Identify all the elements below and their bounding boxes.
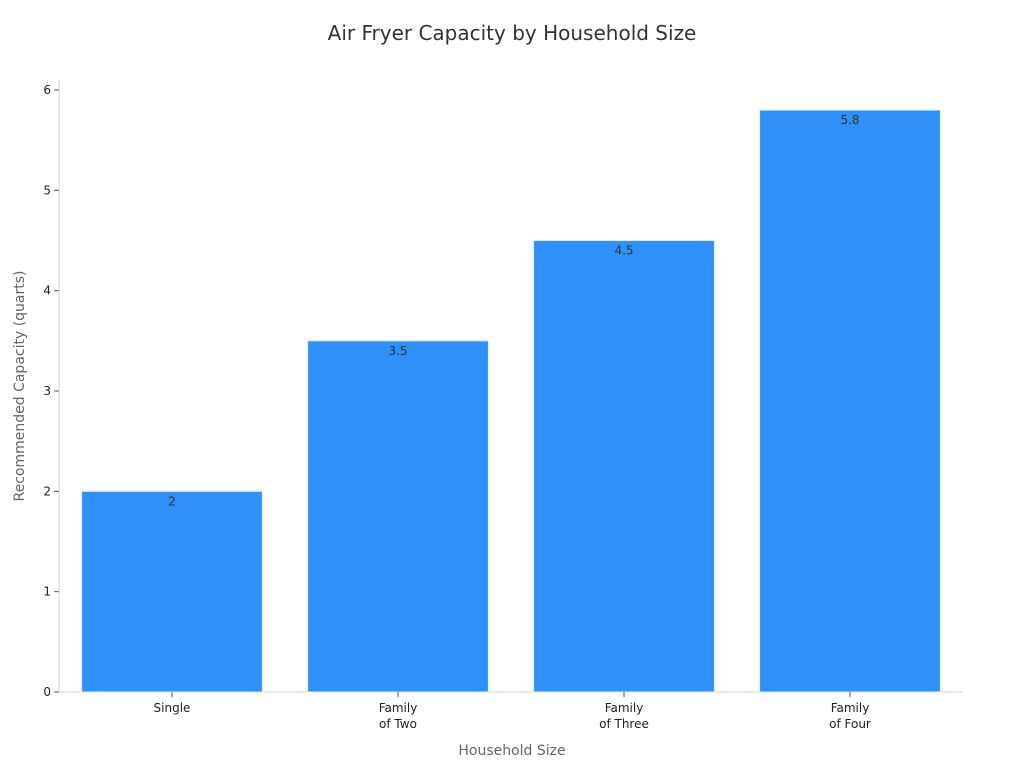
y-tick-label: 4 <box>43 284 51 298</box>
bar-value-label: 5.8 <box>840 113 859 127</box>
data-labels: 2 3.5 4.5 5.8 <box>168 113 859 508</box>
bar <box>533 240 715 693</box>
x-tick-label: Family of Four <box>829 701 871 731</box>
bars <box>81 109 941 693</box>
x-tick-label: Single <box>154 701 191 715</box>
bar <box>307 340 489 693</box>
bar-value-label: 4.5 <box>614 244 633 258</box>
y-tick-label: 5 <box>43 183 51 197</box>
y-tick-label: 0 <box>43 685 51 699</box>
y-axis-title: Recommended Capacity (quarts) <box>12 270 28 501</box>
x-tick-label: Family of Three <box>599 701 649 731</box>
bar <box>81 490 263 693</box>
y-tick-label: 6 <box>43 83 51 97</box>
bar <box>759 109 941 693</box>
x-axis-title: Household Size <box>458 743 565 759</box>
chart-title: Air Fryer Capacity by Household Size <box>328 21 697 45</box>
bar-value-label: 3.5 <box>388 344 407 358</box>
bar-value-label: 2 <box>168 494 176 508</box>
y-axis-ticks: 0 1 2 3 4 5 6 <box>43 83 59 699</box>
y-tick-label: 3 <box>43 384 51 398</box>
x-axis-ticks: Single Family of Two Family of Three Family of… <box>154 692 871 731</box>
y-tick-label: 1 <box>43 585 51 599</box>
y-tick-label: 2 <box>43 484 51 498</box>
x-tick-label: Family of Two <box>379 701 418 731</box>
